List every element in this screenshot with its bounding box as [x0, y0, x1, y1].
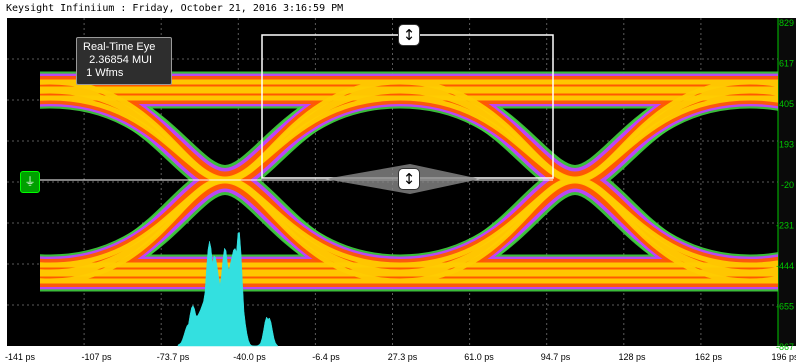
y-tick-label: 193	[779, 140, 794, 150]
x-tick-label: 27.3 ps	[388, 352, 418, 362]
info-mode: Real-Time Eye	[83, 41, 156, 53]
x-tick-label: 196 ps	[771, 352, 796, 362]
oscilloscope-display[interactable]: 829 617 405 193 -20 -231 -444 -655 -867 -141 ps -…	[0, 18, 796, 364]
ground-reference-icon[interactable]: ⏚	[20, 171, 40, 193]
y-tick-label: -867	[776, 342, 794, 352]
y-tick-label: -444	[776, 261, 794, 271]
window-title: Keysight Infiniium : Friday, October 21,…	[0, 0, 796, 18]
x-tick-label: 61.0 ps	[464, 352, 494, 362]
y-tick-label: -655	[776, 302, 794, 312]
x-tick-label: 94.7 ps	[541, 352, 571, 362]
y-axis-labels: 829 617 405 193 -20 -231 -444 -655 -867	[776, 18, 794, 352]
x-tick-label: -107 ps	[81, 352, 112, 362]
y-tick-label: -20	[781, 180, 794, 190]
y-axis-strip	[778, 18, 796, 346]
x-tick-label: 162 ps	[695, 352, 723, 362]
x-tick-label: 128 ps	[618, 352, 646, 362]
x-tick-label: -141 ps	[5, 352, 36, 362]
y-tick-label: 829	[779, 18, 794, 28]
histogram	[177, 232, 279, 347]
y-tick-label: 617	[779, 59, 794, 69]
x-tick-label: -6.4 ps	[312, 352, 340, 362]
x-axis-labels: -141 ps -107 ps -73.7 ps -40.0 ps -6.4 ps 27.…	[5, 352, 796, 362]
x-tick-label: -40.0 ps	[233, 352, 266, 362]
vertical-resize-icon[interactable]: ↕	[398, 168, 420, 190]
info-waveforms: 1 Wfms	[86, 67, 124, 79]
y-tick-label: -231	[776, 221, 794, 231]
info-ui-count: 2.36854 MUI	[89, 54, 153, 66]
measurement-info-box[interactable]: Real-Time Eye 2.36854 MUI 1 Wfms	[76, 37, 172, 85]
y-tick-label: 405	[779, 99, 794, 109]
x-tick-label: -73.7 ps	[157, 352, 190, 362]
vertical-resize-icon[interactable]: ↕	[398, 24, 420, 46]
